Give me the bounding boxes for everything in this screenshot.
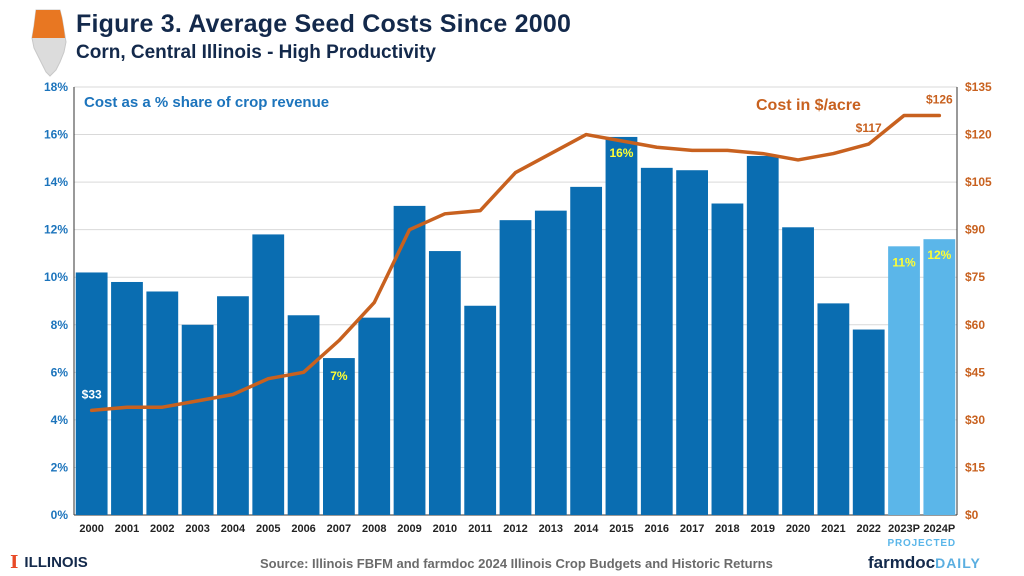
bar: [852, 329, 885, 515]
left-axis-tick-label: 0%: [51, 508, 69, 522]
bar: [923, 239, 956, 515]
right-axis-tick-label: $15: [965, 460, 985, 474]
x-axis-tick-label: 2018: [715, 523, 739, 535]
x-axis-tick-label: 2020: [786, 523, 810, 535]
data-label: $126: [926, 93, 953, 107]
chart-source: Source: Illinois FBFM and farmdoc 2024 I…: [260, 556, 773, 571]
bar: [676, 170, 708, 515]
right-axis-tick-label: $135: [965, 80, 992, 94]
data-label: $117: [856, 121, 882, 135]
left-axis-tick-label: 4%: [51, 413, 69, 427]
brand-suffix: DAILY: [935, 555, 981, 571]
bar: [464, 305, 497, 515]
x-axis-tick-label: 2006: [291, 523, 315, 535]
x-axis-tick-label: 2005: [256, 523, 280, 535]
bar: [746, 155, 779, 515]
x-axis-tick-label: 2021: [821, 523, 845, 535]
data-label: 16%: [609, 146, 633, 160]
right-axis-tick-label: $105: [965, 175, 992, 189]
x-axis-tick-label: 2019: [750, 523, 774, 535]
x-axis-tick-label: 2011: [468, 523, 492, 535]
right-axis-tick-label: $30: [965, 413, 985, 427]
bar: [146, 291, 179, 515]
bar: [217, 296, 249, 515]
data-label: $33: [82, 387, 102, 401]
projected-note: PROJECTED: [888, 538, 956, 549]
left-axis-tick-label: 6%: [51, 365, 69, 379]
bar: [817, 303, 850, 515]
farmdoc-brand: farmdocDAILY: [868, 553, 981, 573]
right-axis-tick-label: $0: [965, 508, 979, 522]
x-axis-tick-label: 2003: [185, 523, 209, 535]
x-axis-tick-label: 2001: [115, 523, 139, 535]
bar: [499, 220, 532, 515]
x-axis-tick-label: 2004: [221, 523, 246, 535]
bar: [181, 324, 214, 515]
chart-title: Figure 3. Average Seed Costs Since 2000: [76, 10, 572, 38]
university-name: ILLINOIS: [24, 554, 88, 571]
chart-subtitle: Corn, Central Illinois - High Productivi…: [76, 42, 436, 63]
line-series-label: Cost in $/acre: [756, 97, 861, 114]
x-axis-tick-label: 2024P: [923, 523, 955, 535]
left-axis-tick-label: 18%: [44, 80, 68, 94]
bar: [605, 136, 638, 515]
bar: [711, 203, 744, 515]
x-axis-tick-label: 2000: [79, 523, 103, 535]
left-axis-tick-label: 14%: [44, 175, 68, 189]
x-axis-tick-label: 2009: [397, 523, 421, 535]
left-axis-tick-label: 8%: [51, 318, 69, 332]
right-axis-tick-label: $90: [965, 223, 985, 237]
bar-series-label: Cost as a % share of crop revenue: [84, 94, 329, 111]
right-axis-tick-label: $75: [965, 270, 985, 284]
illinois-map-icon: [31, 9, 67, 77]
bar: [252, 234, 285, 515]
left-axis-tick-label: 2%: [51, 460, 69, 474]
x-axis-tick-label: 2002: [150, 523, 174, 535]
x-axis-tick-label: 2017: [680, 523, 704, 535]
bar: [287, 315, 320, 515]
x-axis-tick-label: 2015: [609, 523, 633, 535]
university-logo: I ILLINOIS: [10, 552, 88, 573]
x-axis-tick-label: 2008: [362, 523, 386, 535]
left-axis-tick-label: 16%: [44, 128, 68, 142]
x-axis-tick-label: 2007: [327, 523, 351, 535]
data-label: 11%: [892, 255, 916, 269]
right-axis-tick-label: $45: [965, 365, 985, 379]
x-axis-tick-label: 2016: [645, 523, 669, 535]
x-axis-tick-label: 2010: [433, 523, 457, 535]
bar: [393, 205, 426, 515]
brand-main: farmdoc: [868, 553, 936, 572]
bar: [534, 210, 567, 515]
bar: [111, 281, 143, 515]
chart-header: Figure 3. Average Seed Costs Since 2000 …: [0, 0, 1024, 80]
bar: [75, 272, 108, 515]
cost-line: [89, 113, 942, 413]
data-label: 12%: [927, 248, 951, 262]
bar: [323, 358, 355, 515]
x-axis-tick-label: 2013: [539, 523, 563, 535]
illinois-i-icon: I: [10, 552, 19, 573]
data-label: 7%: [330, 369, 348, 383]
bar: [888, 246, 920, 516]
right-axis-tick-label: $120: [965, 128, 992, 142]
right-axis-tick-label: $60: [965, 318, 985, 332]
bar: [570, 186, 603, 515]
x-axis-tick-label: 2022: [856, 523, 880, 535]
bar: [428, 251, 461, 516]
bar: [358, 317, 391, 515]
left-axis-tick-label: 12%: [44, 223, 68, 237]
x-axis-tick-label: 2023P: [888, 523, 920, 535]
bar: [640, 167, 673, 515]
bar: [782, 227, 814, 516]
x-axis-tick-label: 2014: [574, 523, 599, 535]
x-axis-tick-label: 2012: [503, 523, 527, 535]
left-axis-tick-label: 10%: [44, 270, 68, 284]
